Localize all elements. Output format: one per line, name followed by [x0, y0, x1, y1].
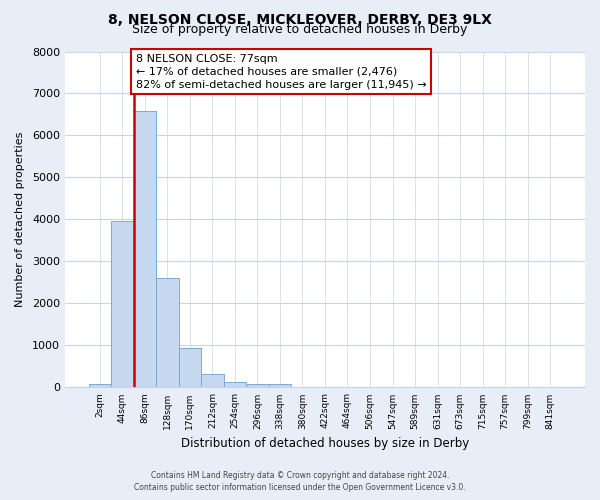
Bar [134, 112, 156, 388]
Text: 8 NELSON CLOSE: 77sqm
← 17% of detached houses are smaller (2,476)
82% of semi-d: 8 NELSON CLOSE: 77sqm ← 17% of detached … [136, 54, 427, 90]
Bar [224, 382, 246, 388]
Bar [156, 278, 179, 388]
Text: 8, NELSON CLOSE, MICKLEOVER, DERBY, DE3 9LX: 8, NELSON CLOSE, MICKLEOVER, DERBY, DE3 … [108, 12, 492, 26]
Text: Contains HM Land Registry data © Crown copyright and database right 2024.
Contai: Contains HM Land Registry data © Crown c… [134, 471, 466, 492]
Y-axis label: Number of detached properties: Number of detached properties [15, 132, 25, 307]
Bar [246, 384, 269, 388]
Bar [201, 374, 224, 388]
Bar [111, 220, 134, 388]
X-axis label: Distribution of detached houses by size in Derby: Distribution of detached houses by size … [181, 437, 469, 450]
Bar [269, 384, 291, 388]
Bar [179, 348, 201, 388]
Text: Size of property relative to detached houses in Derby: Size of property relative to detached ho… [133, 22, 467, 36]
Bar [89, 384, 111, 388]
